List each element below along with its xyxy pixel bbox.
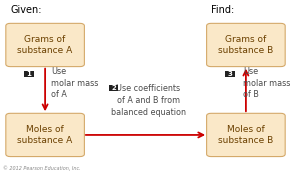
Text: 2: 2: [111, 85, 116, 91]
Text: Moles of
substance A: Moles of substance A: [17, 125, 73, 145]
Text: Moles of
substance B: Moles of substance B: [218, 125, 274, 145]
Text: © 2012 Pearson Education, Inc.: © 2012 Pearson Education, Inc.: [3, 166, 81, 171]
FancyBboxPatch shape: [6, 23, 84, 67]
FancyBboxPatch shape: [207, 23, 285, 67]
FancyBboxPatch shape: [225, 71, 235, 77]
FancyBboxPatch shape: [109, 85, 118, 91]
FancyBboxPatch shape: [207, 113, 285, 157]
Text: Find:: Find:: [211, 5, 234, 15]
Text: 1: 1: [27, 71, 31, 77]
FancyBboxPatch shape: [24, 71, 34, 77]
Text: Use
molar mass
of B: Use molar mass of B: [243, 67, 290, 99]
Text: Grams of
substance B: Grams of substance B: [218, 35, 274, 55]
FancyBboxPatch shape: [6, 113, 84, 157]
Text: Given:: Given:: [10, 5, 42, 15]
Text: Use coefficients
of A and B from
balanced equation: Use coefficients of A and B from balance…: [111, 84, 186, 117]
Text: Use
molar mass
of A: Use molar mass of A: [51, 67, 98, 99]
Text: Grams of
substance A: Grams of substance A: [17, 35, 73, 55]
Text: 3: 3: [228, 71, 232, 77]
